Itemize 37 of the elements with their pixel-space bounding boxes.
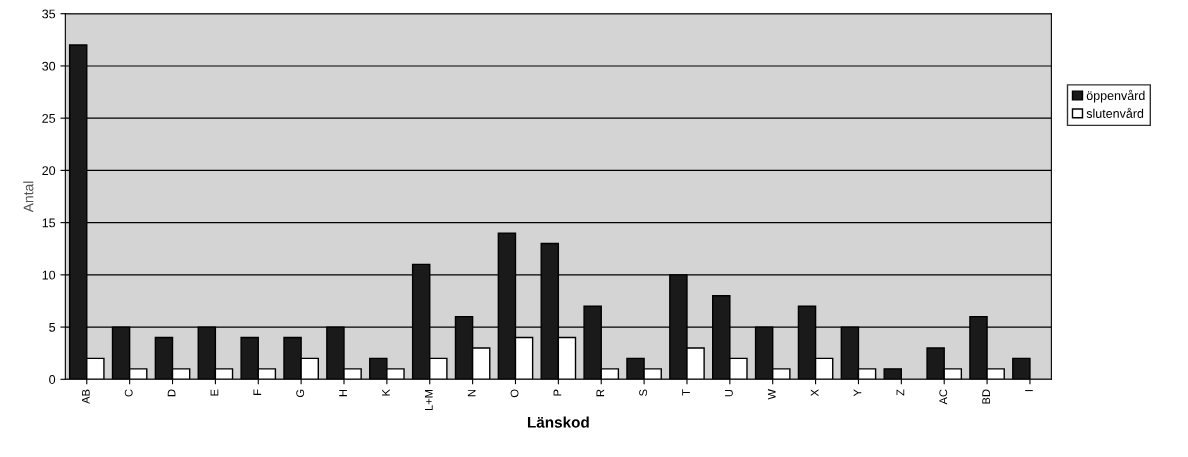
x-tick-label: R <box>596 389 605 397</box>
x-tick-label: H <box>339 389 347 397</box>
x-tick-label: U <box>725 389 733 397</box>
x-tick-label: S <box>639 389 648 396</box>
legend-label: slutenvård <box>1086 107 1144 118</box>
legend-label: öppenvård <box>1086 89 1145 103</box>
x-tick-label: C <box>124 389 133 397</box>
x-tick-label: I <box>1025 390 1033 392</box>
x-tick-label: BD <box>982 389 990 404</box>
y-tick-label: 15 <box>42 218 56 228</box>
bar <box>883 368 903 380</box>
y-tick-label: 25 <box>42 113 56 123</box>
y-tick-label: 10 <box>42 270 56 280</box>
x-tick-label: K <box>382 389 390 396</box>
x-tick-label: D <box>167 389 176 397</box>
x-axis-title: Länskod <box>527 416 589 428</box>
x-tick-label: F <box>253 389 262 395</box>
x-tick-label: AB <box>82 389 90 404</box>
y-axis-title: Antal <box>23 181 34 213</box>
y-tick-label: 5 <box>49 323 56 332</box>
x-tick-label: AC <box>939 389 948 405</box>
y-tick-label: 30 <box>42 61 56 71</box>
x-tick-label: X <box>810 389 819 397</box>
x-tick-label: E <box>210 389 219 396</box>
x-tick-label: L+M <box>424 389 433 411</box>
y-tick-label: 0 <box>49 375 56 384</box>
x-tick-label: Y <box>853 389 862 397</box>
x-tick-label: N <box>467 389 476 397</box>
x-tick-label: P <box>553 389 562 396</box>
y-tick-label: 20 <box>42 166 56 176</box>
x-tick-label: O <box>510 389 519 398</box>
y-tick-label: 35 <box>42 9 56 19</box>
x-tick-label: W <box>767 389 776 400</box>
x-tick-label: T <box>682 389 690 396</box>
x-tick-label: G <box>296 389 305 398</box>
bar <box>1012 357 1031 380</box>
x-tick-label: Z <box>896 389 905 396</box>
